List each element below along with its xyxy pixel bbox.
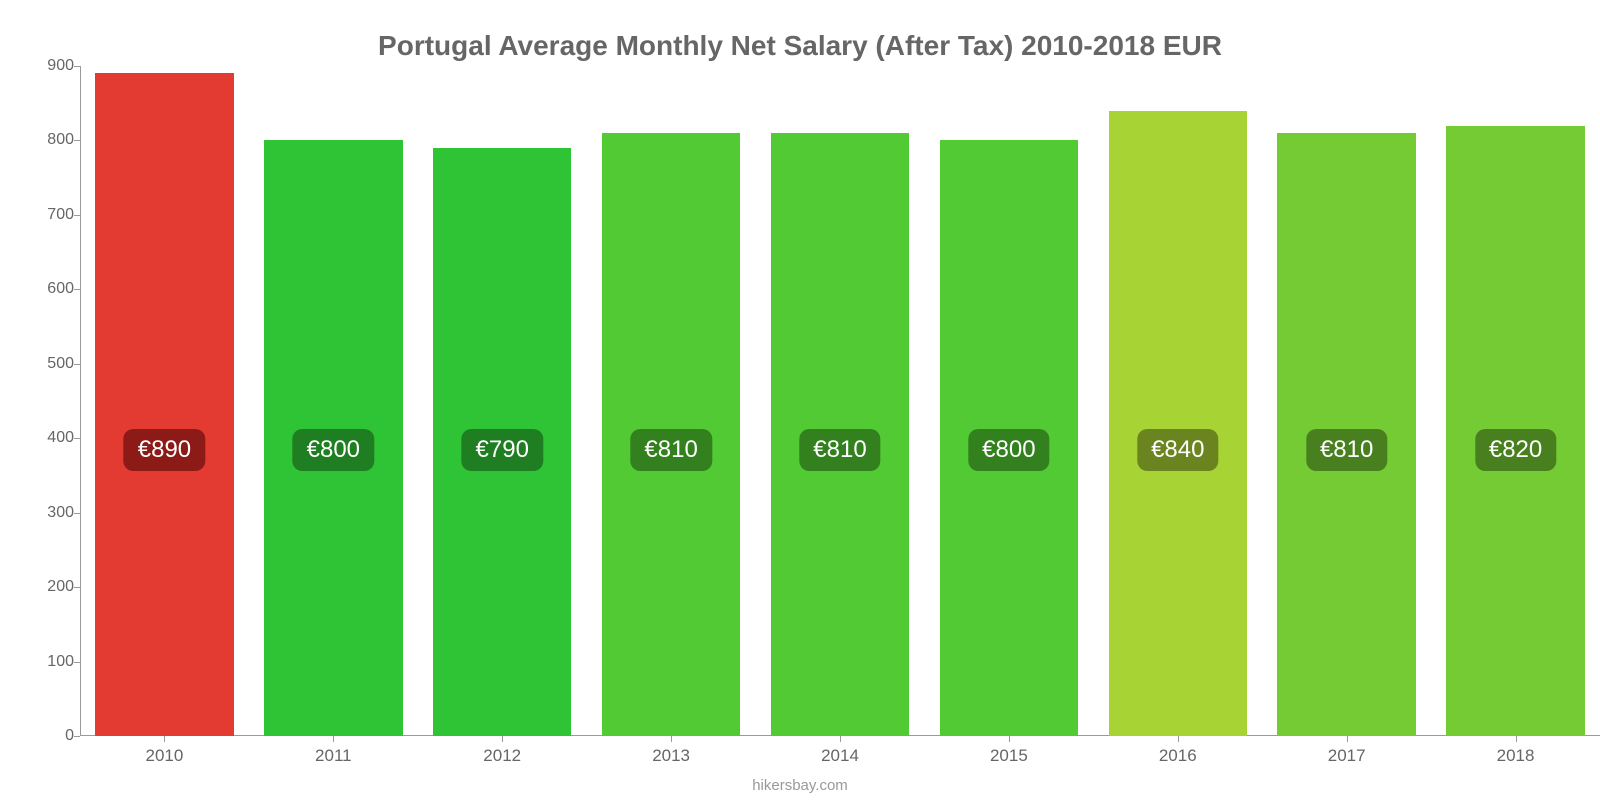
y-tick-label: 500 — [30, 355, 74, 373]
y-tick-label: 300 — [30, 504, 74, 522]
y-tick-mark — [74, 215, 80, 216]
x-tick-label: 2010 — [146, 746, 184, 766]
x-tick-mark — [502, 736, 503, 742]
y-tick-mark — [74, 364, 80, 365]
value-badge: €810 — [630, 429, 711, 471]
x-tick-mark — [164, 736, 165, 742]
y-axis — [80, 66, 81, 736]
x-tick-mark — [840, 736, 841, 742]
y-tick-mark — [74, 140, 80, 141]
x-tick-label: 2018 — [1497, 746, 1535, 766]
x-tick-mark — [1009, 736, 1010, 742]
y-tick-label: 400 — [30, 429, 74, 447]
x-tick-label: 2013 — [652, 746, 690, 766]
x-tick-label: 2017 — [1328, 746, 1366, 766]
value-badge: €820 — [1475, 429, 1556, 471]
x-tick-label: 2015 — [990, 746, 1028, 766]
y-tick-label: 200 — [30, 578, 74, 596]
value-badge: €800 — [968, 429, 1049, 471]
value-badge: €800 — [293, 429, 374, 471]
y-tick-label: 0 — [30, 727, 74, 745]
bar — [95, 73, 233, 736]
chart-title: Portugal Average Monthly Net Salary (Aft… — [30, 30, 1570, 62]
y-tick-mark — [74, 736, 80, 737]
x-tick-mark — [1516, 736, 1517, 742]
y-tick-mark — [74, 66, 80, 67]
y-tick-mark — [74, 513, 80, 514]
x-tick-label: 2012 — [483, 746, 521, 766]
y-tick-label: 100 — [30, 653, 74, 671]
bar — [1109, 111, 1247, 736]
y-tick-mark — [74, 587, 80, 588]
x-tick-mark — [671, 736, 672, 742]
x-tick-label: 2016 — [1159, 746, 1197, 766]
value-badge: €810 — [1306, 429, 1387, 471]
x-tick-mark — [1178, 736, 1179, 742]
value-badge: €790 — [462, 429, 543, 471]
y-tick-label: 900 — [30, 57, 74, 75]
y-tick-mark — [74, 438, 80, 439]
value-badge: €810 — [799, 429, 880, 471]
bar-chart: Portugal Average Monthly Net Salary (Aft… — [0, 0, 1600, 800]
y-tick-mark — [74, 289, 80, 290]
x-tick-mark — [1347, 736, 1348, 742]
y-tick-label: 600 — [30, 280, 74, 298]
value-badge: €890 — [124, 429, 205, 471]
y-tick-mark — [74, 662, 80, 663]
y-tick-label: 800 — [30, 131, 74, 149]
value-badge: €840 — [1137, 429, 1218, 471]
y-tick-label: 700 — [30, 206, 74, 224]
plot-area: 0100200300400500600700800900€8902010€800… — [80, 66, 1600, 736]
footer-credit: hikersbay.com — [752, 777, 848, 794]
x-tick-mark — [333, 736, 334, 742]
x-tick-label: 2014 — [821, 746, 859, 766]
x-tick-label: 2011 — [315, 746, 352, 766]
